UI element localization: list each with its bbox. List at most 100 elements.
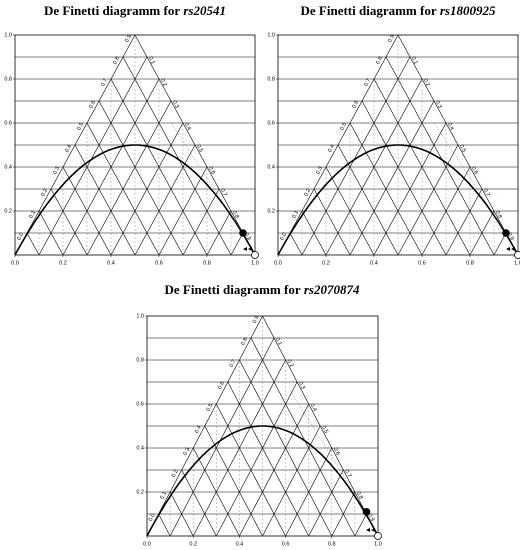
triangle-line	[110, 78, 208, 256]
edge-label: 0.3	[52, 166, 61, 176]
edge-label: 0.2	[159, 78, 168, 88]
x-tick-label: 0.6	[418, 260, 426, 266]
arrow-marker	[506, 247, 515, 251]
triangle-line	[38, 56, 148, 256]
genotype-point	[502, 229, 510, 237]
panel: De Finetti diagramm for rs1800925 0.0 0.2 0…	[267, 3, 520, 266]
guide-line	[433, 122, 507, 234]
triangle-line	[216, 381, 298, 537]
x-tick-label: 0.0	[274, 260, 282, 266]
edge-label: 0.3	[315, 166, 324, 176]
edge-label: 0.8	[112, 56, 121, 66]
y-tick-label: 0.2	[267, 208, 275, 214]
edge-label: 0.6	[351, 100, 360, 110]
triangle-line	[349, 100, 435, 256]
title-text: De Finetti diagramm for	[301, 3, 437, 18]
triangle-line	[86, 122, 160, 256]
triangle-line	[169, 491, 194, 537]
edge-label: 0.6	[332, 447, 341, 457]
y-tick-label: 1.0	[136, 313, 144, 319]
edge-label: 0.8	[231, 210, 240, 220]
triangle-line	[325, 166, 375, 256]
edge-label: 0.0	[16, 232, 25, 242]
hwe-curve	[14, 144, 256, 256]
triangle-line	[385, 56, 495, 256]
edge-label: 0.5	[458, 144, 467, 154]
x-tick-label: 0.2	[189, 541, 197, 547]
y-tick-label: 0.6	[136, 401, 144, 407]
edge-label: 0.6	[470, 166, 479, 176]
y-tick-label: 1.0	[267, 32, 275, 38]
x-tick-label: 1.0	[374, 541, 382, 547]
arrow-marker	[366, 528, 375, 532]
triangle-line	[227, 381, 309, 537]
x-tick-label: 0.6	[155, 260, 163, 266]
y-tick-label: 0.8	[136, 357, 144, 363]
edge-label: 0.2	[286, 359, 295, 369]
edge-label: 0.7	[363, 78, 372, 88]
snp-name: rs1800925	[440, 3, 496, 18]
triangle-line	[192, 447, 240, 537]
edge-label: 0.2	[171, 469, 180, 479]
edge-label: 0.0	[279, 232, 288, 242]
y-tick-label: 0.8	[267, 76, 275, 82]
edge-label: 0.9	[506, 232, 515, 242]
edge-label: 0.4	[309, 403, 318, 413]
snp-name: rs20541	[183, 3, 226, 18]
genotype-point	[239, 229, 247, 237]
panel-title: De Finetti diagramm for rs1800925	[301, 3, 496, 18]
edge-label: 0.5	[339, 122, 348, 132]
x-tick-label: 0.0	[143, 541, 151, 547]
triangle-line	[86, 100, 172, 256]
triangle-line	[134, 34, 256, 256]
guide-line	[170, 122, 244, 234]
edge-label: 0.5	[76, 122, 85, 132]
edge-label: 0.1	[274, 337, 283, 347]
edge-label: 0.2	[422, 78, 431, 88]
triangle-line	[158, 513, 171, 537]
y-tick-label: 1.0	[4, 32, 12, 38]
reference-marker	[374, 532, 382, 540]
triangle-line	[182, 188, 220, 256]
triangle-line	[181, 469, 217, 537]
edge-label: 0.6	[88, 100, 97, 110]
edge-label: 0.5	[206, 403, 215, 413]
edge-label: 0.7	[482, 188, 491, 198]
title-text: De Finetti diagramm for	[165, 282, 301, 297]
triangle-line	[98, 100, 184, 256]
x-tick-label: 0.2	[322, 260, 330, 266]
y-tick-label: 0.4	[136, 445, 144, 451]
triangle-line	[216, 403, 286, 537]
edge-label: 0.5	[195, 144, 204, 154]
y-tick-label: 0.2	[4, 208, 12, 214]
x-tick-label: 0.8	[203, 260, 211, 266]
x-tick-label: 0.8	[328, 541, 336, 547]
edge-label: 0.4	[194, 425, 203, 435]
edge-label: 0.6	[207, 166, 216, 176]
triangle-line	[373, 78, 471, 256]
triangle-line	[349, 122, 423, 256]
panel-title: De Finetti diagramm for rs20541	[44, 3, 226, 18]
edge-label: 0.7	[100, 78, 109, 88]
arrow-marker	[243, 247, 252, 251]
triangle-line	[397, 34, 519, 256]
panel: De Finetti diagramm for rs2070874 0.0 0.2 0…	[136, 282, 382, 547]
x-tick-label: 0.4	[107, 260, 115, 266]
edge-label: 0.7	[343, 469, 352, 479]
triangle-line	[262, 315, 379, 537]
edge-label: 0.2	[303, 188, 312, 198]
triangle-line	[169, 337, 275, 537]
edge-label: 0.7	[219, 188, 228, 198]
edge-label: 0.1	[28, 210, 37, 220]
y-tick-label: 0.6	[267, 120, 275, 126]
x-tick-label: 1.0	[251, 260, 259, 266]
triangle-line	[361, 100, 447, 256]
edge-label: 0.4	[327, 144, 336, 154]
triangle-line	[62, 166, 112, 256]
y-tick-label: 0.4	[267, 164, 275, 170]
hwe-curve	[277, 144, 519, 256]
triangle-line	[38, 210, 64, 256]
edge-label: 0.9	[252, 315, 261, 325]
triangle-line	[204, 425, 263, 537]
y-tick-label: 0.6	[4, 120, 12, 126]
